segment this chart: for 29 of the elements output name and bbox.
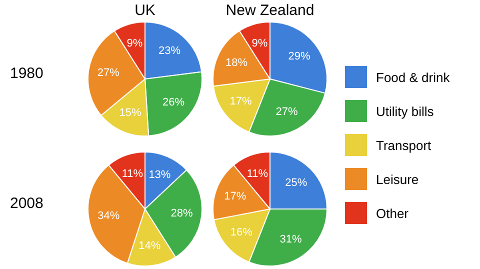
chart-title: UK bbox=[134, 2, 156, 19]
data-label: 25% bbox=[285, 176, 308, 189]
data-label: 17% bbox=[230, 96, 252, 108]
data-label: 29% bbox=[288, 50, 310, 62]
text: 2008 bbox=[10, 195, 44, 212]
data-label: 16% bbox=[230, 226, 253, 239]
data-label: 26% bbox=[162, 96, 185, 109]
data-label: 31% bbox=[280, 234, 302, 246]
data-label: 9% bbox=[126, 37, 143, 50]
data-label: 11% bbox=[122, 168, 144, 180]
data-label: 15% bbox=[119, 107, 142, 120]
data-label: 27% bbox=[276, 106, 298, 118]
legend-label: Utility bills bbox=[376, 104, 434, 118]
legend-label: Food & drink bbox=[376, 70, 450, 84]
data-label: 17% bbox=[224, 190, 246, 202]
data-label: 9% bbox=[252, 37, 268, 50]
data-label: 34% bbox=[98, 210, 120, 222]
legend-label: Other bbox=[376, 206, 409, 220]
data-label: 27% bbox=[97, 67, 120, 80]
data-label: 13% bbox=[148, 168, 171, 181]
data-label: 11% bbox=[246, 168, 268, 180]
data-label: 14% bbox=[138, 240, 161, 252]
data-label: 23% bbox=[158, 45, 181, 58]
data-label: 28% bbox=[170, 208, 193, 220]
text: 1980 bbox=[10, 65, 44, 82]
data-label: 18% bbox=[225, 57, 248, 70]
legend-label: Transport bbox=[376, 138, 432, 152]
legend-label: Leisure bbox=[376, 172, 419, 186]
chart-title: New Zealand bbox=[224, 2, 316, 19]
